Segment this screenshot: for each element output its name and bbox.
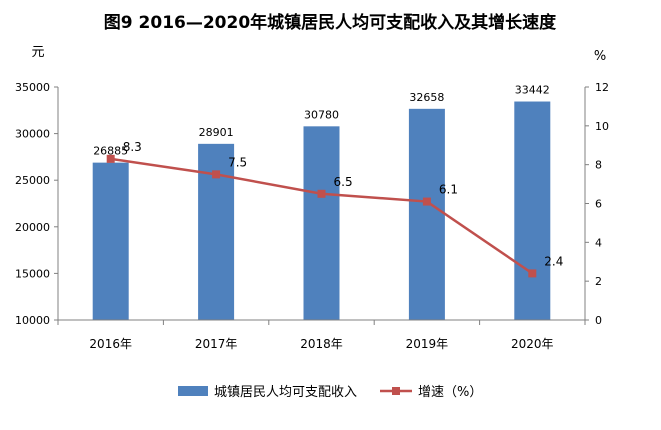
- growth-value-label: 8.3: [123, 140, 142, 154]
- bar: [514, 101, 551, 320]
- x-tick-label: 2019年: [406, 337, 449, 351]
- bar-value-label: 26885: [93, 145, 128, 158]
- y-left-tick-label: 35000: [15, 81, 50, 94]
- legend-bar-swatch: [178, 386, 208, 396]
- growth-value-label: 2.4: [544, 254, 563, 268]
- y-right-tick-label: 2: [595, 275, 602, 288]
- growth-value-label: 7.5: [228, 155, 247, 169]
- y-right-tick-label: 10: [595, 120, 609, 133]
- chart-title: 图9 2016—2020年城镇居民人均可支配收入及其增长速度: [104, 12, 557, 33]
- growth-value-label: 6.1: [439, 183, 458, 197]
- x-tick-label: 2017年: [195, 337, 238, 351]
- bar: [408, 108, 445, 320]
- growth-value-label: 6.5: [334, 175, 353, 189]
- y-left-tick-label: 20000: [15, 221, 50, 234]
- bar-value-label: 32658: [409, 91, 444, 104]
- y-left-tick-label: 15000: [15, 267, 50, 280]
- y-left-tick-label: 10000: [15, 314, 50, 327]
- x-tick-label: 2020年: [511, 337, 554, 351]
- y-right-tick-label: 0: [595, 314, 602, 327]
- legend-line-marker: [392, 387, 400, 395]
- bar-group: 26885 28901 30780 32658 33442: [92, 84, 551, 320]
- x-tick-label: 2018年: [300, 337, 343, 351]
- y-right-tick-label: 6: [595, 198, 602, 211]
- y-right-tick-label: 4: [595, 236, 602, 249]
- bar-value-label: 33442: [515, 84, 550, 97]
- bar-value-label: 30780: [304, 108, 339, 121]
- growth-marker: [317, 189, 326, 198]
- growth-marker: [422, 197, 431, 206]
- legend-bar-label: 城镇居民人均可支配收入: [214, 385, 357, 400]
- x-tick-label: 2016年: [89, 337, 132, 351]
- right-axis-unit: %: [594, 49, 606, 64]
- bar: [303, 126, 340, 320]
- bar: [92, 162, 129, 320]
- y-right-tick-label: 8: [595, 159, 602, 172]
- growth-marker: [528, 269, 537, 278]
- left-axis-unit: 元: [31, 45, 44, 60]
- growth-line-group: 8.3 7.5 6.5 6.1 2.4: [106, 140, 563, 278]
- y-left-tick-label: 30000: [15, 128, 50, 141]
- bar-value-label: 28901: [199, 126, 234, 139]
- y-right-tick-label: 12: [595, 81, 609, 94]
- legend: 城镇居民人均可支配收入 增速（%）: [178, 385, 482, 400]
- growth-marker: [106, 154, 115, 163]
- axes: 10000 15000 20000 25000 30000 35000 0 2 4 6 8 10 12 2…: [15, 81, 609, 351]
- y-left-tick-label: 25000: [15, 174, 50, 187]
- bar: [198, 143, 235, 320]
- growth-marker: [212, 170, 221, 179]
- legend-line-label: 增速（%）: [418, 385, 482, 400]
